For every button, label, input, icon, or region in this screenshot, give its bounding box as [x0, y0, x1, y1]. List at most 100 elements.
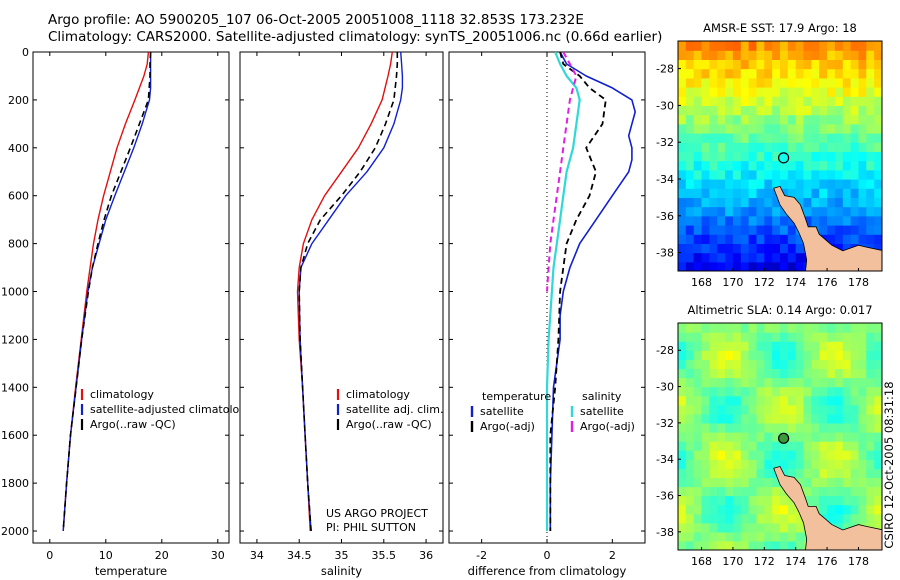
x-axis-label: temperature: [95, 564, 167, 578]
map-cell: [834, 359, 844, 369]
map-cell: [874, 413, 882, 424]
map-cell: [740, 142, 750, 152]
legend-label: Argo(-adj): [580, 420, 635, 433]
map-cell: [732, 332, 742, 342]
map-cell: [858, 215, 867, 226]
map-cell: [756, 243, 765, 254]
map-cell: [740, 105, 750, 116]
map-cell: [780, 341, 789, 351]
map-cell: [834, 432, 844, 442]
x-tick-label: 35.5: [372, 549, 397, 562]
map-cell: [858, 160, 867, 171]
map-cell: [725, 234, 734, 244]
map-cell: [748, 225, 757, 235]
map-cell: [803, 87, 812, 97]
map-cell: [725, 468, 734, 478]
map-cell: [709, 350, 718, 360]
map-cell: [874, 395, 882, 406]
map-cell: [858, 197, 867, 208]
map-cell: [732, 123, 742, 134]
map-cell: [701, 68, 710, 79]
map-cell: [772, 395, 781, 406]
map-cell: [740, 50, 750, 60]
map-cell: [748, 386, 757, 397]
map-cell: [693, 225, 703, 235]
map-cell: [772, 77, 781, 88]
map-cell: [685, 531, 695, 542]
map-cell: [811, 96, 820, 106]
map-cell: [834, 123, 844, 134]
map-cell: [717, 160, 726, 171]
map-cell: [685, 169, 695, 180]
map-cell: [732, 114, 742, 125]
map-cell: [748, 477, 757, 488]
map-cell: [717, 386, 726, 397]
map-cell: [764, 41, 773, 51]
map-cell: [701, 225, 710, 235]
map-cell: [819, 59, 828, 70]
map-cell: [811, 50, 820, 60]
legend-label: climatology: [90, 388, 154, 401]
map-cell: [701, 368, 710, 379]
map-cell: [717, 151, 726, 162]
map-cell: [795, 468, 805, 478]
map-cell: [834, 450, 844, 460]
map-cell: [803, 377, 812, 388]
map-cell: [709, 459, 718, 469]
map-cell: [717, 540, 726, 550]
map-cell: [834, 151, 844, 162]
map-cell: [740, 504, 750, 515]
map-cell: [834, 225, 844, 235]
map-cell: [827, 225, 836, 235]
map-cell: [772, 341, 781, 351]
y-tick-label: -34: [656, 173, 674, 186]
map-cell: [678, 413, 687, 424]
map-cell: [740, 413, 750, 424]
map-cell: [827, 395, 836, 406]
map-cell: [874, 441, 882, 451]
map-cell: [748, 87, 757, 97]
map-cell: [819, 142, 828, 152]
project-label: US ARGO PROJECT: [326, 507, 428, 520]
map-cell: [834, 404, 844, 415]
map-cell: [795, 123, 805, 134]
map-cell: [874, 179, 882, 189]
map-cell: [693, 151, 703, 162]
map-cell: [725, 151, 734, 162]
map-cell: [874, 243, 882, 254]
map-cell: [678, 422, 687, 433]
map-cell: [803, 341, 812, 351]
y-tick-label: 200: [8, 94, 29, 107]
map-cell: [717, 422, 726, 433]
map-panel-2: Altimetric SLA: 0.14 Argo: 0.017 168 170 17…: [656, 303, 883, 568]
map-cell: [874, 359, 882, 369]
map-cell: [858, 486, 867, 497]
map-cell: [803, 133, 812, 143]
map-cell: [866, 450, 875, 460]
map-cell: [732, 197, 742, 208]
y-tick-label: 1000: [1, 286, 29, 299]
map-cell: [834, 114, 844, 125]
map-cell: [772, 169, 781, 180]
x-tick-label: 168: [691, 276, 712, 289]
map-cell: [772, 151, 781, 162]
map-cell: [827, 341, 836, 351]
map-cell: [740, 123, 750, 134]
map-cell: [803, 441, 812, 451]
map-cell: [748, 504, 757, 515]
map-cell: [748, 422, 757, 433]
map-cell: [811, 114, 820, 125]
map-cell: [772, 142, 781, 152]
map-cell: [756, 422, 765, 433]
map-cell: [756, 225, 765, 235]
map-cell: [874, 486, 882, 497]
map-cell: [827, 188, 836, 198]
map-cell: [842, 522, 852, 533]
map-cell: [725, 197, 734, 208]
map-cell: [858, 441, 867, 451]
map-cell: [842, 459, 852, 469]
x-tick-label: 10: [99, 549, 113, 562]
map-cell: [764, 459, 773, 469]
map-cell: [725, 486, 734, 497]
